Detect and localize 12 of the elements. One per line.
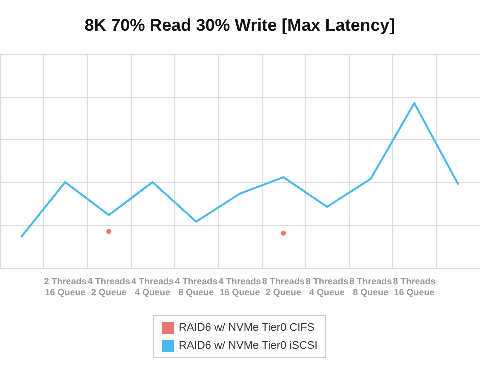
x-tick-label: 4 Threads 8 Queue (175, 276, 218, 298)
chart-title: 8K 70% Read 30% Write [Max Latency] (84, 16, 396, 35)
legend-label: RAID6 w/ NVMe Tier0 CIFS (179, 322, 315, 334)
x-tick-label: 4 Threads 16 Queue (218, 276, 262, 298)
x-tick-label: 8 Threads 4 Queue (306, 276, 349, 298)
x-tick-label: 8 Threads 16 Queue (393, 276, 436, 298)
legend-label: RAID6 w/ NVMe Tier0 iSCSI (179, 340, 318, 352)
x-tick-label: 4 Threads 2 Queue (88, 276, 130, 298)
x-tick-label: 8 Threads 8 Queue (350, 276, 392, 298)
x-tick-label: 8 Threads 2 Queue (262, 276, 305, 298)
x-tick-label: 2 Threads 16 Queue (44, 276, 87, 298)
x-tick-label: 4 Threads 4 Queue (131, 276, 174, 298)
